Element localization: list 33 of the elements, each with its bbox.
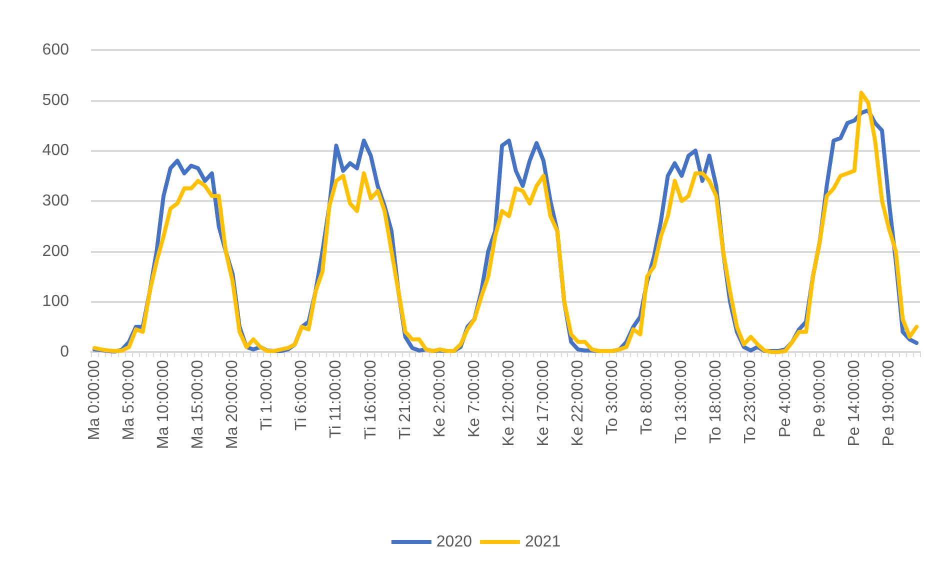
x-tick-label: Ke 7:00:00: [466, 360, 483, 438]
x-tick-label: Ke 2:00:00: [431, 360, 448, 438]
x-tick-label: Ti 1:00:00: [258, 360, 276, 431]
y-tick-label: 400: [42, 142, 70, 160]
legend-label: 2021: [525, 534, 561, 550]
y-tick-label: 500: [42, 92, 70, 109]
x-tick-label: Ke 22:00:00: [570, 360, 587, 446]
x-tick-label: Pe 4:00:00: [776, 360, 794, 438]
x-tick-label: Ma 15:00:00: [190, 360, 207, 449]
y-tick-label: 200: [42, 242, 70, 260]
y-tick-label: 300: [42, 192, 70, 210]
x-tick-label: Ti 6:00:00: [293, 360, 310, 431]
x-tick-label: Ma 10:00:00: [155, 360, 172, 449]
x-tick-label: Pe 9:00:00: [811, 360, 828, 438]
y-tick-label: 0: [60, 344, 70, 360]
y-tick-label: 100: [42, 293, 70, 310]
x-tick-label: Ti 16:00:00: [362, 360, 380, 440]
x-tick-label: Ti 21:00:00: [396, 360, 414, 440]
x-tick-label: To 13:00:00: [673, 360, 690, 444]
x-tick-label: To 3:00:00: [604, 360, 622, 435]
x-tick-label: Pe 19:00:00: [880, 360, 898, 446]
x-tick-label: Pe 14:00:00: [846, 360, 863, 446]
x-tick-label: Ke 17:00:00: [534, 360, 552, 446]
x-tick-label: Ma 0:00:00: [86, 360, 103, 440]
x-tick-label: Ti 11:00:00: [328, 360, 345, 438]
y-tick-label: 600: [42, 42, 70, 58]
x-tick-label: To 18:00:00: [708, 360, 725, 444]
x-tick-label: Ma 20:00:00: [224, 360, 242, 449]
x-tick-label: To 23:00:00: [742, 360, 760, 444]
legend-label: 2020: [436, 534, 472, 550]
x-tick-label: Ma 5:00:00: [120, 360, 138, 440]
x-tick-label: Ke 12:00:00: [500, 360, 518, 446]
x-tick-label: To 8:00:00: [638, 360, 656, 435]
